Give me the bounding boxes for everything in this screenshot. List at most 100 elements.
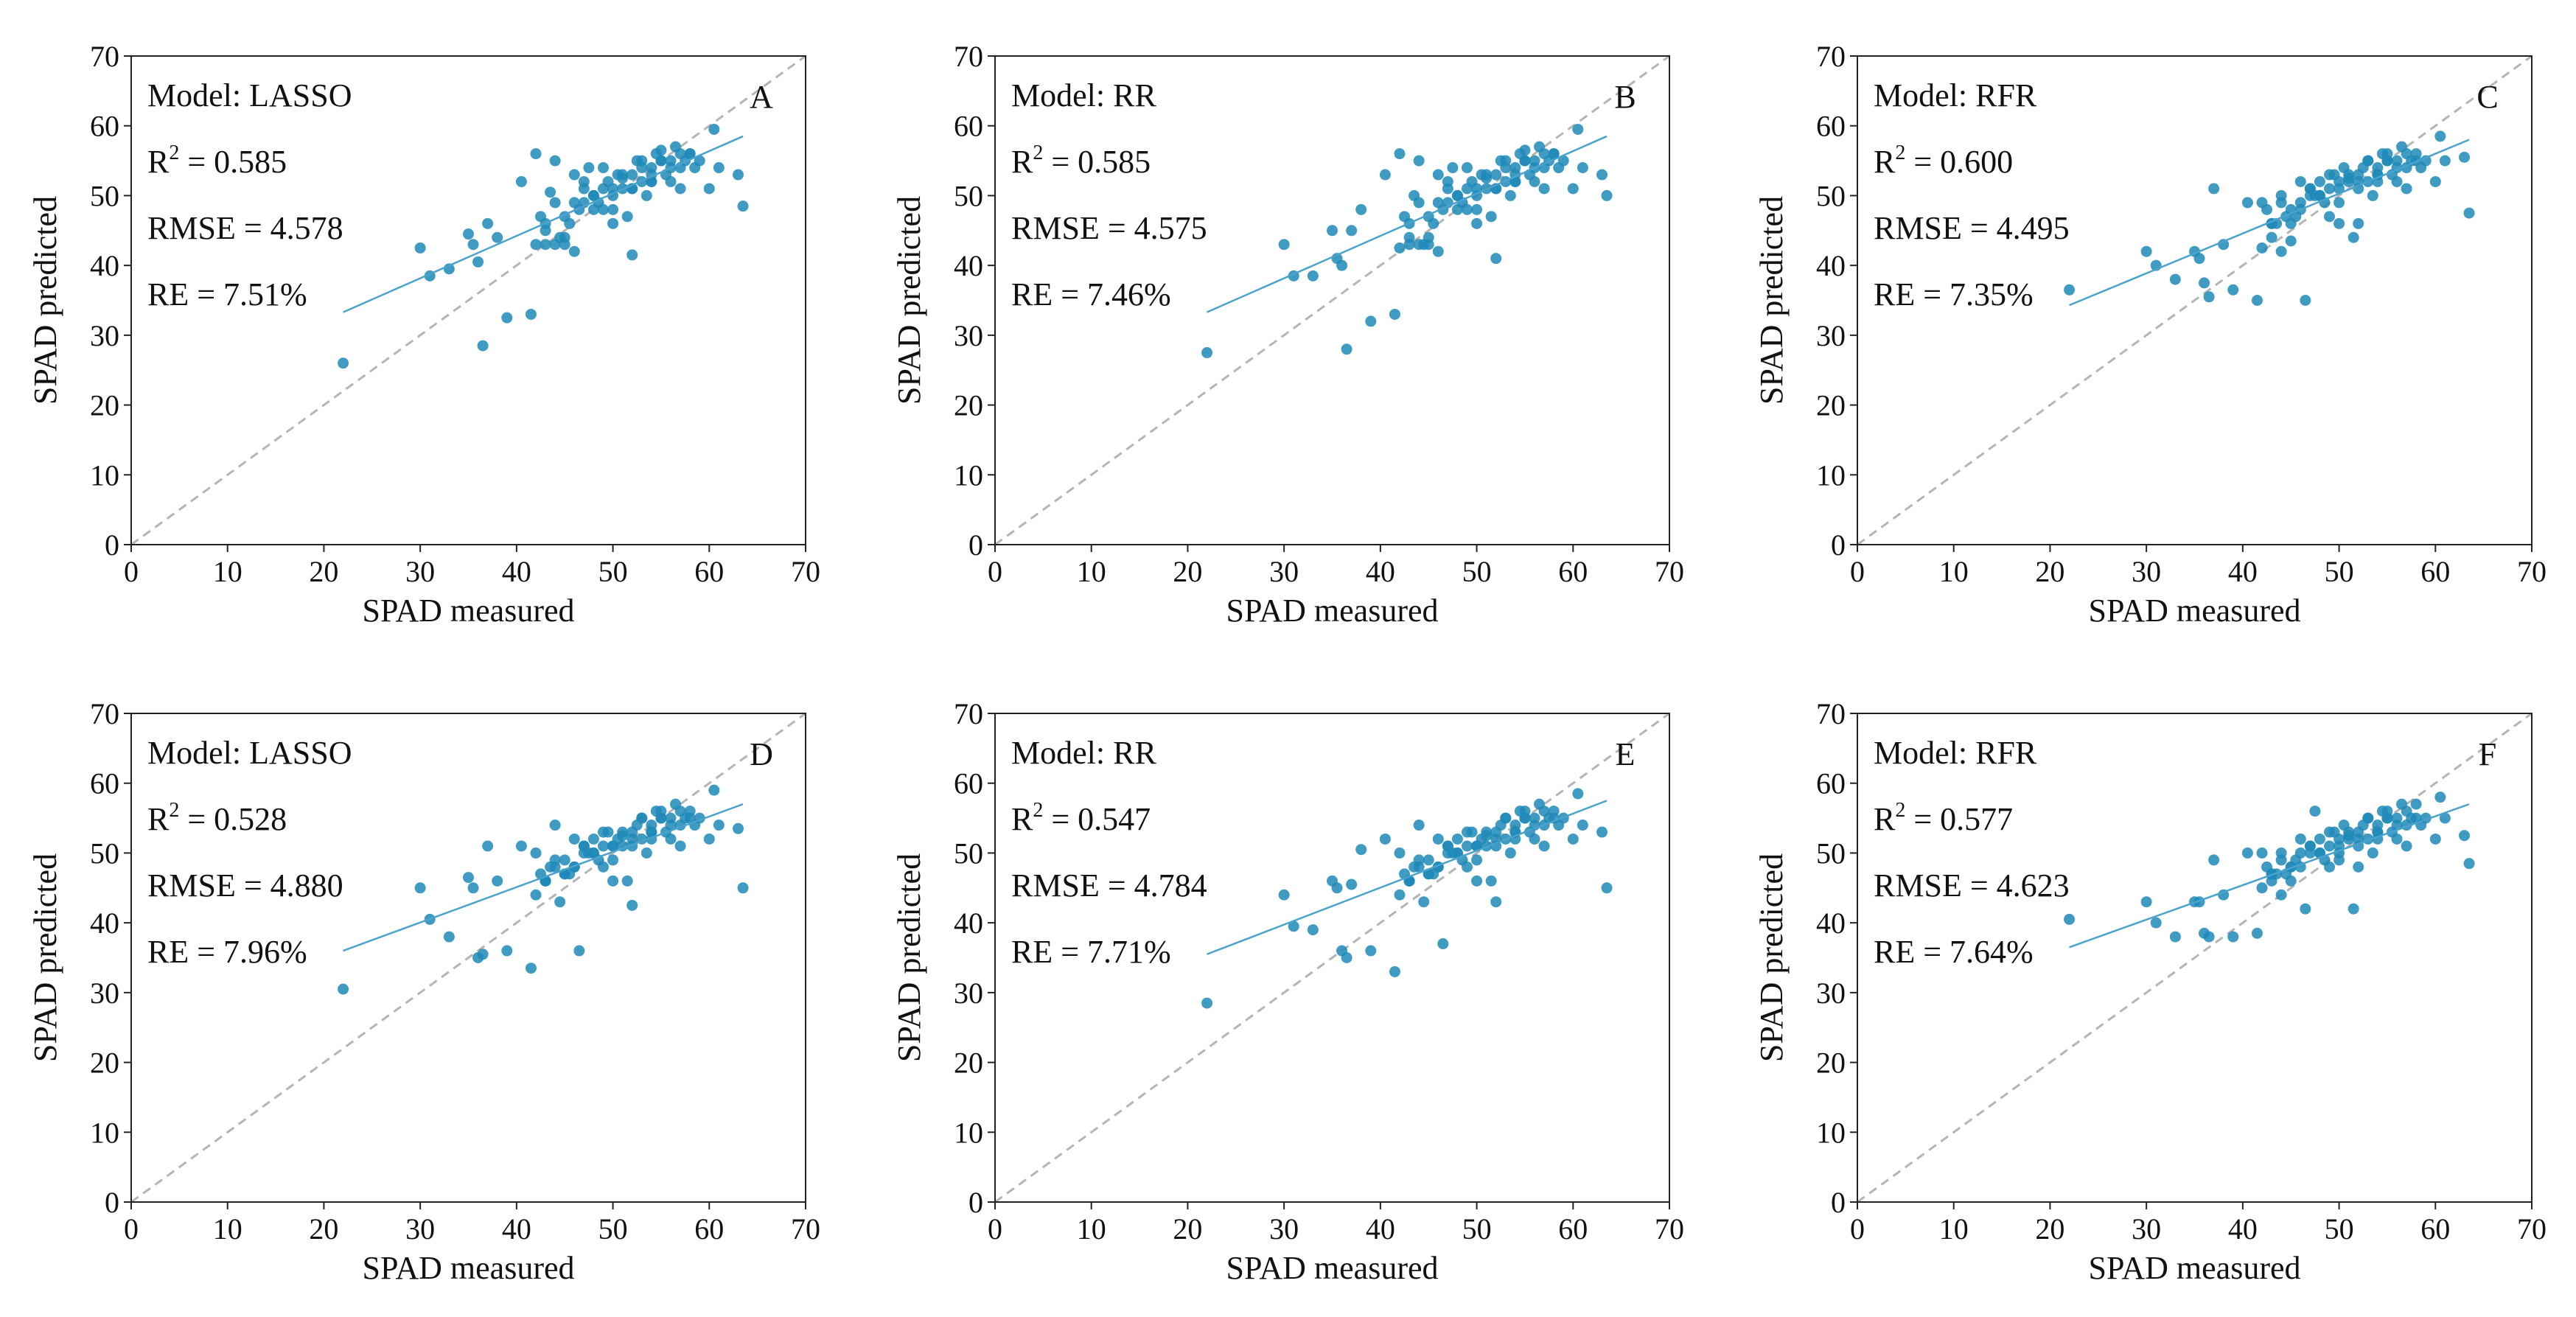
data-points xyxy=(1201,123,1613,359)
x-tick-label: 50 xyxy=(2325,1212,2354,1246)
data-point xyxy=(2324,826,2335,838)
data-point xyxy=(587,203,599,215)
data-point xyxy=(568,245,580,257)
data-point xyxy=(665,175,677,187)
x-tick-label: 30 xyxy=(1269,1212,1299,1246)
data-point xyxy=(1355,844,1367,856)
data-point xyxy=(2275,889,2287,901)
data-points xyxy=(2064,792,2475,943)
data-point xyxy=(1201,347,1213,359)
reference-line-1to1 xyxy=(1857,55,2533,546)
x-tick-label: 30 xyxy=(405,1212,435,1246)
data-point xyxy=(607,854,619,866)
scatter-panel-c: 0 10 20 30 40 50 60 70 0 10 20 30 40 50 60 70 SPAD measu… xyxy=(1753,40,2547,629)
data-point xyxy=(1572,788,1584,800)
y-tick-label: 70 xyxy=(90,40,119,73)
data-point xyxy=(2256,882,2268,894)
fit-line xyxy=(2069,139,2470,307)
y-tick-label: 10 xyxy=(90,1116,119,1149)
data-point xyxy=(2391,820,2403,831)
data-point xyxy=(713,162,725,174)
data-point xyxy=(2343,169,2355,181)
data-point xyxy=(2203,931,2215,943)
data-point xyxy=(2227,931,2239,943)
data-point xyxy=(2391,175,2403,187)
y-tick-label: 10 xyxy=(954,458,983,492)
data-point xyxy=(1288,920,1299,932)
data-point xyxy=(2304,847,2316,859)
data-point xyxy=(1432,245,1444,257)
data-point xyxy=(674,183,686,195)
x-axis-label: SPAD measured xyxy=(2088,1250,2300,1286)
data-point xyxy=(1403,239,1415,251)
data-point xyxy=(2459,830,2470,842)
r2-symbol: R xyxy=(1011,801,1033,837)
data-point xyxy=(640,189,652,201)
data-point xyxy=(2140,896,2152,908)
data-point xyxy=(2256,847,2268,859)
data-point xyxy=(2367,189,2378,201)
data-point xyxy=(1567,833,1579,845)
plot-frame xyxy=(994,55,1670,545)
data-point xyxy=(1601,189,1613,201)
y-axis-label: SPAD predicted xyxy=(1753,196,1790,405)
y-tick-label: 0 xyxy=(968,1186,983,1219)
data-point xyxy=(1413,239,1425,251)
x-tick-label: 10 xyxy=(1939,1212,1969,1246)
data-point xyxy=(549,239,561,251)
r2-annotation: R2 = 0.585 xyxy=(147,142,287,180)
data-point xyxy=(684,148,696,160)
data-point xyxy=(530,847,542,859)
y-tick-label: 10 xyxy=(90,458,119,492)
x-tick-label: 0 xyxy=(1850,555,1865,588)
data-point xyxy=(2150,917,2162,929)
data-point xyxy=(2227,284,2239,296)
data-point xyxy=(1394,242,1406,254)
data-point xyxy=(665,833,677,845)
x-tick-label: 0 xyxy=(124,555,139,588)
y-tick-label: 0 xyxy=(105,1186,119,1219)
data-point xyxy=(2334,217,2345,229)
x-tick-label: 60 xyxy=(2420,1212,2450,1246)
data-point xyxy=(1379,169,1391,181)
data-point xyxy=(338,983,349,995)
data-point xyxy=(2348,231,2359,243)
data-point xyxy=(1423,231,1434,243)
y-tick-label: 60 xyxy=(1816,767,1846,800)
y-tick-label: 50 xyxy=(954,836,983,870)
data-point xyxy=(2429,833,2441,845)
x-tick-label: 10 xyxy=(1939,555,1969,588)
x-tick-label: 70 xyxy=(1655,1212,1684,1246)
panel-letter: C xyxy=(2476,79,2498,115)
data-point xyxy=(708,784,720,796)
x-tick-label: 40 xyxy=(2228,555,2258,588)
data-point xyxy=(2208,183,2220,195)
data-point xyxy=(573,945,585,957)
y-tick-label: 50 xyxy=(90,836,119,870)
re-annotation: RE = 7.35% xyxy=(1874,276,2034,312)
data-point xyxy=(1336,259,1348,271)
data-point xyxy=(674,806,686,817)
y-tick-label: 20 xyxy=(90,389,119,422)
data-point xyxy=(1341,343,1352,355)
data-point xyxy=(1538,183,1550,195)
data-point xyxy=(1442,847,1453,859)
r2-symbol: R xyxy=(1011,144,1033,180)
data-point xyxy=(1548,148,1560,160)
data-point xyxy=(2401,183,2412,195)
data-point xyxy=(2434,130,2446,142)
r2-superscript: 2 xyxy=(1895,799,1905,822)
x-tick-label: 0 xyxy=(988,555,1002,588)
x-tick-label: 60 xyxy=(1558,555,1588,588)
data-point xyxy=(1462,840,1473,852)
y-tick-label: 30 xyxy=(1816,977,1846,1010)
re-annotation: RE = 7.96% xyxy=(147,934,307,970)
data-point xyxy=(568,833,580,845)
data-point xyxy=(713,820,725,831)
data-point xyxy=(1355,203,1367,215)
y-tick-label: 50 xyxy=(1816,179,1846,212)
data-point xyxy=(684,812,696,824)
scatter-panel-f: 0 10 20 30 40 50 60 70 0 10 20 30 40 50 60 70 SPAD measu… xyxy=(1753,697,2547,1286)
fit-line xyxy=(2069,803,2470,949)
x-tick-label: 70 xyxy=(791,555,820,588)
